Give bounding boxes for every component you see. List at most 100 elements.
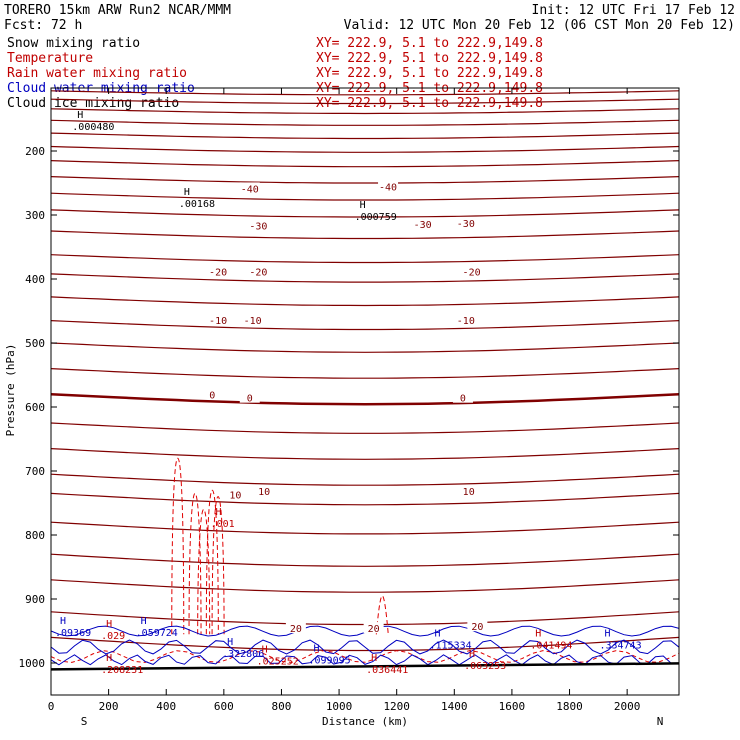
x-tick-label-1400: 1400	[441, 700, 468, 713]
extremum-value-2: .000759	[355, 212, 397, 223]
y-tick-label-800: 800	[25, 529, 45, 542]
isotherm-3	[50, 119, 680, 126]
temp-label-bg-17	[285, 622, 306, 634]
x-axis-left-endpoint: S	[81, 715, 88, 728]
isotherm-26	[50, 636, 680, 652]
legend-snow-name: Snow mixing ratio	[7, 36, 140, 51]
temp-label-bg-5	[208, 265, 229, 277]
temperature-labels: -40 -40 -30 -30 -30 -20 -20 -20 -10 -10 -10 0 0 0 10 10…	[202, 180, 488, 635]
temp-label-bg-16	[458, 485, 479, 497]
x-tick-label-2000: 2000	[614, 700, 641, 713]
isotherm-2	[50, 108, 680, 115]
rain-contour-4	[211, 496, 225, 635]
extremum-value-6: .059724	[136, 628, 178, 639]
temp-label-bg-15	[254, 485, 275, 497]
extremum-value-15: .208231	[101, 665, 143, 676]
temp-label-bg-2	[248, 219, 269, 231]
y-axis-label: Pressure (hPa)	[4, 344, 17, 437]
isotherm-24	[50, 579, 680, 593]
extremum-value-3: .001	[211, 519, 235, 530]
extremum-value-11: .115334	[429, 641, 471, 652]
x-tick-label-1600: 1600	[499, 700, 526, 713]
extremum-mark-7: H	[227, 637, 233, 648]
temp-label-7: -20	[463, 268, 481, 279]
y-tick-label-300: 300	[25, 209, 45, 222]
y-tick-label-900: 900	[25, 593, 45, 606]
temp-label-9: -10	[244, 316, 262, 327]
x-tick-label-800: 800	[272, 700, 292, 713]
legend-rain-xy: XY= 222.9, 5.1 to 222.9,149.8	[316, 66, 543, 81]
temp-label-bg-12	[239, 391, 260, 403]
temp-label-19: 20	[471, 622, 483, 633]
extremum-mark-11: H	[434, 629, 440, 640]
rain-contour-low	[50, 650, 680, 663]
x-tick-label-1200: 1200	[383, 700, 410, 713]
temp-label-3: -30	[414, 220, 432, 231]
temp-label-bg-11	[202, 388, 223, 400]
rain-contour-2	[197, 508, 211, 635]
extremum-value-5: .029	[101, 631, 125, 642]
rain-contour-1	[188, 492, 202, 635]
cloud-contour-2	[50, 654, 680, 666]
isotherm-7	[50, 176, 680, 184]
extremum-mark-5: H	[106, 619, 112, 630]
isotherm-12	[50, 273, 680, 283]
isotherm-15	[50, 342, 680, 353]
extremum-mark-13: H	[535, 629, 541, 640]
plot-frame	[50, 87, 680, 696]
extremum-value-1: .00168	[179, 199, 215, 210]
x-tick-label-1000: 1000	[326, 700, 353, 713]
x-tick-label-1800: 1800	[556, 700, 583, 713]
temp-label-bg-10	[455, 314, 476, 326]
isotherm-16	[50, 368, 680, 379]
isotherm-18	[50, 422, 680, 434]
isotherm-13	[50, 296, 680, 307]
x-axis-ticks: 0 200 400 600 800 1000 1200 1400 1600 1800 2000	[48, 88, 641, 713]
temp-label-2: -30	[249, 222, 267, 233]
extremum-value-9: .099095	[309, 655, 351, 666]
isotherm-8	[50, 192, 680, 201]
extremum-value-0: .000480	[72, 122, 114, 133]
legend-temperature-name: Temperature	[7, 51, 93, 66]
temp-label-16: 10	[463, 487, 475, 498]
x-tick-label-400: 400	[156, 700, 176, 713]
temp-label-14: 10	[229, 490, 241, 501]
temp-label-5: -20	[209, 268, 227, 279]
y-tick-label-1000: 1000	[19, 657, 46, 670]
extremum-value-14: .334743	[599, 641, 641, 652]
temp-label-4: -30	[457, 219, 475, 230]
y-tick-label-700: 700	[25, 465, 45, 478]
y-tick-label-400: 400	[25, 273, 45, 286]
temp-label-17: 20	[290, 624, 302, 635]
extremum-mark-0: H	[77, 110, 83, 121]
temp-label-0: -40	[241, 184, 259, 195]
temp-label-bg-0	[239, 182, 260, 194]
temp-label-11: 0	[209, 390, 215, 401]
temp-label-12: 0	[247, 394, 253, 405]
temp-label-bg-1	[378, 180, 399, 192]
extremum-value-4: .09369	[55, 628, 91, 639]
extremum-value-8: .025252	[257, 657, 299, 668]
surface-pressure-line	[50, 662, 680, 671]
extremum-mark-15: H	[106, 653, 112, 664]
isotherm-11	[50, 254, 680, 264]
isotherm-10	[50, 230, 680, 240]
isotherm-4	[50, 132, 680, 140]
temp-label-18: 20	[368, 624, 380, 635]
extremum-value-12: .063253	[464, 661, 506, 672]
isotherm-1	[50, 98, 680, 105]
extremum-mark-2: H	[360, 200, 366, 211]
extremum-value-10: .036441	[366, 665, 408, 676]
x-tick-label-200: 200	[99, 700, 119, 713]
legend-cloudice-name: Cloud ice mixing ratio	[7, 96, 179, 111]
y-tick-label-200: 200	[25, 145, 45, 158]
extremum-mark-12: H	[469, 649, 475, 660]
isotherm-21	[50, 492, 680, 506]
temp-label-bg-14	[225, 488, 246, 500]
temp-label-bg-6	[248, 265, 269, 277]
extremum-mark-1: H	[184, 187, 190, 198]
y-tick-label-500: 500	[25, 337, 45, 350]
